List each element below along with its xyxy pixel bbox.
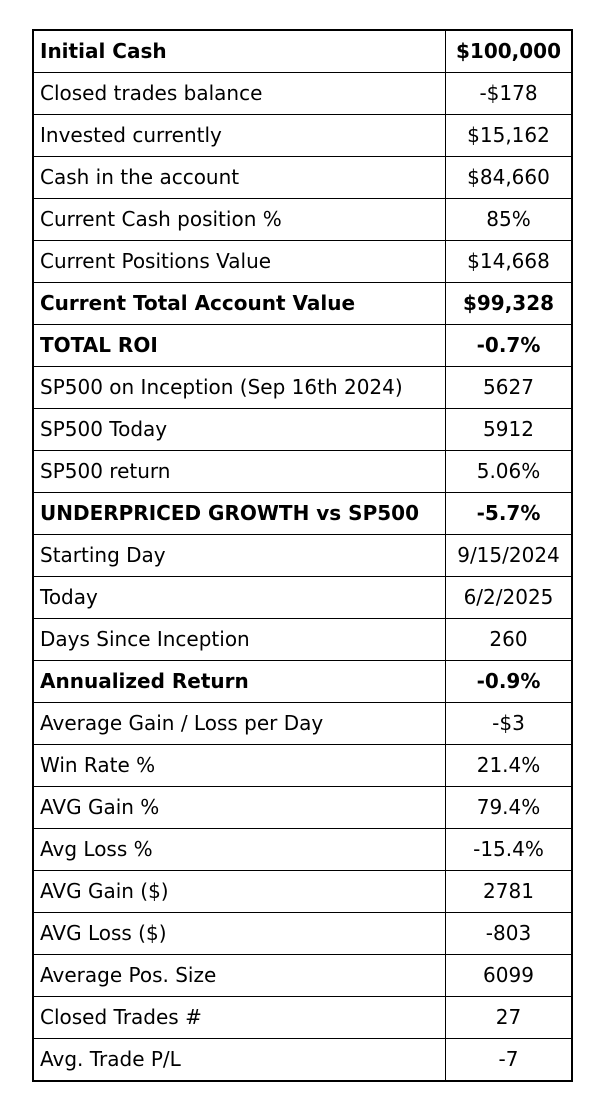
row-label: SP500 Today xyxy=(32,408,446,451)
row-value: 21.4% xyxy=(445,744,573,787)
table-row: Average Pos. Size 6099 xyxy=(32,954,573,997)
row-value: $14,668 xyxy=(445,240,573,283)
row-label: Current Total Account Value xyxy=(32,282,446,325)
row-value: 9/15/2024 xyxy=(445,534,573,577)
row-label: Avg Loss % xyxy=(32,828,446,871)
table-row: Closed trades balance -$178 xyxy=(32,72,573,115)
row-label: Starting Day xyxy=(32,534,446,577)
row-label: Win Rate % xyxy=(32,744,446,787)
row-value: 6099 xyxy=(445,954,573,997)
table-row: TOTAL ROI -0.7% xyxy=(32,324,573,367)
table-body: Initial Cash $100,000 Closed trades balanc… xyxy=(32,29,573,1082)
row-label: Annualized Return xyxy=(32,660,446,703)
portfolio-stats-table-container: Initial Cash $100,000 Closed trades balanc… xyxy=(32,29,573,1082)
row-value: 5.06% xyxy=(445,450,573,493)
row-value: 2781 xyxy=(445,870,573,913)
row-value: 27 xyxy=(445,996,573,1039)
row-value: -$3 xyxy=(445,702,573,745)
row-label: Avg. Trade P/L xyxy=(32,1038,446,1082)
table-row: Average Gain / Loss per Day -$3 xyxy=(32,702,573,745)
table-row: AVG Gain % 79.4% xyxy=(32,786,573,829)
table-row: Current Total Account Value $99,328 xyxy=(32,282,573,325)
row-label: Initial Cash xyxy=(32,29,446,73)
row-value: 5912 xyxy=(445,408,573,451)
table-row: Initial Cash $100,000 xyxy=(32,29,573,73)
table-row: Today 6/2/2025 xyxy=(32,576,573,619)
row-label: TOTAL ROI xyxy=(32,324,446,367)
table-row: Annualized Return -0.9% xyxy=(32,660,573,703)
table-row: SP500 on Inception (Sep 16th 2024) 5627 xyxy=(32,366,573,409)
table-row: Current Positions Value $14,668 xyxy=(32,240,573,283)
row-label: AVG Loss ($) xyxy=(32,912,446,955)
row-value: 79.4% xyxy=(445,786,573,829)
table-row: Invested currently $15,162 xyxy=(32,114,573,157)
row-value: $84,660 xyxy=(445,156,573,199)
table-row: Avg. Trade P/L -7 xyxy=(32,1038,573,1082)
row-label: UNDERPRICED GROWTH vs SP500 xyxy=(32,492,446,535)
row-label: Closed trades balance xyxy=(32,72,446,115)
row-value: $99,328 xyxy=(445,282,573,325)
row-label: Days Since Inception xyxy=(32,618,446,661)
table-row: Win Rate % 21.4% xyxy=(32,744,573,787)
row-label: Current Cash position % xyxy=(32,198,446,241)
table-row: Cash in the account $84,660 xyxy=(32,156,573,199)
row-label: Average Gain / Loss per Day xyxy=(32,702,446,745)
table-row: Starting Day 9/15/2024 xyxy=(32,534,573,577)
row-value: -0.9% xyxy=(445,660,573,703)
row-label: SP500 return xyxy=(32,450,446,493)
row-label: Closed Trades # xyxy=(32,996,446,1039)
row-value: 5627 xyxy=(445,366,573,409)
table-row: Avg Loss % -15.4% xyxy=(32,828,573,871)
row-label: Current Positions Value xyxy=(32,240,446,283)
portfolio-stats-table: Initial Cash $100,000 Closed trades balanc… xyxy=(32,29,573,1082)
row-value: -$178 xyxy=(445,72,573,115)
row-value: -5.7% xyxy=(445,492,573,535)
row-label: AVG Gain ($) xyxy=(32,870,446,913)
row-value: -7 xyxy=(445,1038,573,1082)
table-row: AVG Gain ($) 2781 xyxy=(32,870,573,913)
table-row: SP500 Today 5912 xyxy=(32,408,573,451)
row-label: Average Pos. Size xyxy=(32,954,446,997)
table-row: UNDERPRICED GROWTH vs SP500 -5.7% xyxy=(32,492,573,535)
table-row: SP500 return 5.06% xyxy=(32,450,573,493)
row-value: $100,000 xyxy=(445,29,573,73)
table-row: Closed Trades #27 xyxy=(32,996,573,1039)
row-value: 85% xyxy=(445,198,573,241)
row-value: -803 xyxy=(445,912,573,955)
table-row: AVG Loss ($) -803 xyxy=(32,912,573,955)
row-value: 260 xyxy=(445,618,573,661)
row-value: -15.4% xyxy=(445,828,573,871)
table-row: Days Since Inception 260 xyxy=(32,618,573,661)
row-value: 6/2/2025 xyxy=(445,576,573,619)
row-value: $15,162 xyxy=(445,114,573,157)
row-value: -0.7% xyxy=(445,324,573,367)
row-label: Invested currently xyxy=(32,114,446,157)
table-row: Current Cash position % 85% xyxy=(32,198,573,241)
row-label: AVG Gain % xyxy=(32,786,446,829)
row-label: Today xyxy=(32,576,446,619)
row-label: SP500 on Inception (Sep 16th 2024) xyxy=(32,366,446,409)
row-label: Cash in the account xyxy=(32,156,446,199)
